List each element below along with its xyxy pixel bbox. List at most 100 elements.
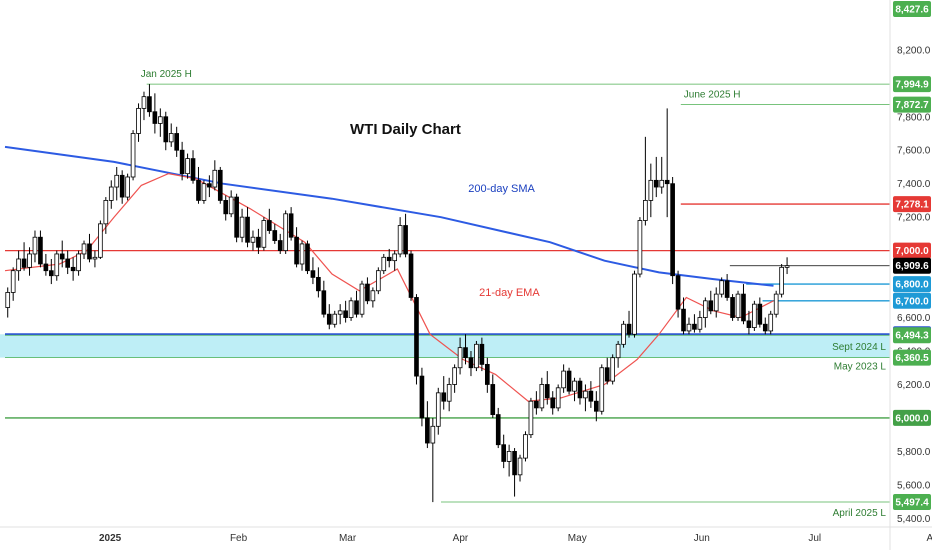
candle-body-down [179,149,185,175]
candle-body-up [201,183,207,201]
candle-body-up [528,400,534,436]
candle-83 [457,337,463,375]
candle-body-down [588,390,594,402]
level-note-0: Jan 2025 H [141,69,192,80]
candle-17 [98,220,103,259]
price-tag-label: 7,994.9 [895,80,929,91]
candle-body-down [38,236,43,265]
candle-body-down [577,380,583,399]
price-tag-background [893,242,931,259]
price-tag-label: 7,278.1 [895,200,929,211]
candle-body-down [316,276,321,292]
candle-142 [779,264,784,298]
candle-body-down [468,357,474,369]
candle-131 [719,277,724,298]
price-tick-label-0: 8,200.0 [897,45,931,56]
candle-78 [430,417,436,503]
candle-129 [708,290,714,315]
candle-body-down [490,384,496,415]
candle-51 [283,210,288,254]
candle-63 [348,297,354,321]
candle-body-down [534,400,539,409]
candle-body-up [474,343,479,369]
price-levels [5,83,890,503]
candle-body-down [681,308,686,332]
candle-91 [501,434,506,469]
price-tag-background [893,494,931,511]
candle-body-down [512,450,517,476]
candle-body-up [212,169,218,188]
candle-113 [621,320,626,348]
candle-body-down [425,417,430,444]
candle-body-up [370,290,376,302]
candle-103 [566,367,572,395]
candle-128 [703,297,708,328]
candle-82 [452,364,457,393]
level-notes: Jan 2025 H June 2025 H Sept 2024 L May 2023… [141,69,887,519]
candle-body-up [686,323,692,332]
time-tick-label-7: Aug [926,533,932,544]
candle-body-down [321,290,327,315]
candle-115 [632,270,637,338]
candle-body-down [152,111,158,124]
price-tag-background [893,96,931,113]
candle-body-up [506,450,512,462]
candle-35 [196,166,201,204]
price-tag-background [893,276,931,293]
candle-46 [256,228,261,254]
price-tag-label: 6,800.0 [895,280,929,291]
candle-body-down [163,116,169,143]
candle-body-up [735,293,741,318]
candle-body-up [381,256,387,272]
price-tag-11: 6,000.0 [893,409,931,426]
price-tag-12: 5,497.4 [893,494,931,511]
candle-body-up [643,200,648,221]
candle-body-up [523,434,528,459]
candle-123 [675,270,681,318]
candle-body-down [501,444,506,462]
candle-body-up [32,236,38,255]
candle-body-down [65,258,70,268]
candle-body-up [157,116,163,124]
candle-101 [555,384,561,412]
candle-71 [392,250,397,271]
candle-64 [354,290,359,318]
candle-body-down [566,370,572,392]
candle-33 [185,153,190,179]
candle-62 [343,300,348,323]
candle-25 [141,91,147,121]
candle-44 [245,207,250,248]
level-note-8: Sept 2024 L [832,342,886,353]
candle-58 [321,280,327,318]
candle-10 [59,240,65,268]
candle-89 [490,374,496,418]
price-tag-label: 6,494.3 [895,331,929,342]
candle-body-up [337,310,343,315]
candle-6 [38,230,43,268]
candle-body-down [343,310,348,318]
candle-26 [147,84,152,117]
candle-body-down [119,174,125,198]
candle-75 [414,294,419,385]
candle-body-down [626,323,632,335]
candle-body-down [21,258,27,268]
candle-body-up [261,220,267,248]
candle-41 [228,190,234,218]
candle-98 [539,377,545,412]
candle-97 [534,391,539,415]
candle-body-up [599,367,605,412]
ema-21-line [4,172,774,402]
candle-93 [512,448,517,497]
candle-29 [163,111,169,151]
price-tag-label: 5,497.4 [895,498,929,509]
price-tag-3: 7,278.1 [893,196,931,213]
candle-body-up [76,253,81,272]
candle-22 [125,173,130,201]
candle-body-up [185,158,190,175]
candle-body-up [572,380,577,392]
candle-40 [223,195,229,221]
series-annotation-0: 200-day SMA [468,183,535,195]
candle-body-up [768,313,774,332]
candle-body-down [757,303,763,325]
candle-body-down [234,196,239,238]
